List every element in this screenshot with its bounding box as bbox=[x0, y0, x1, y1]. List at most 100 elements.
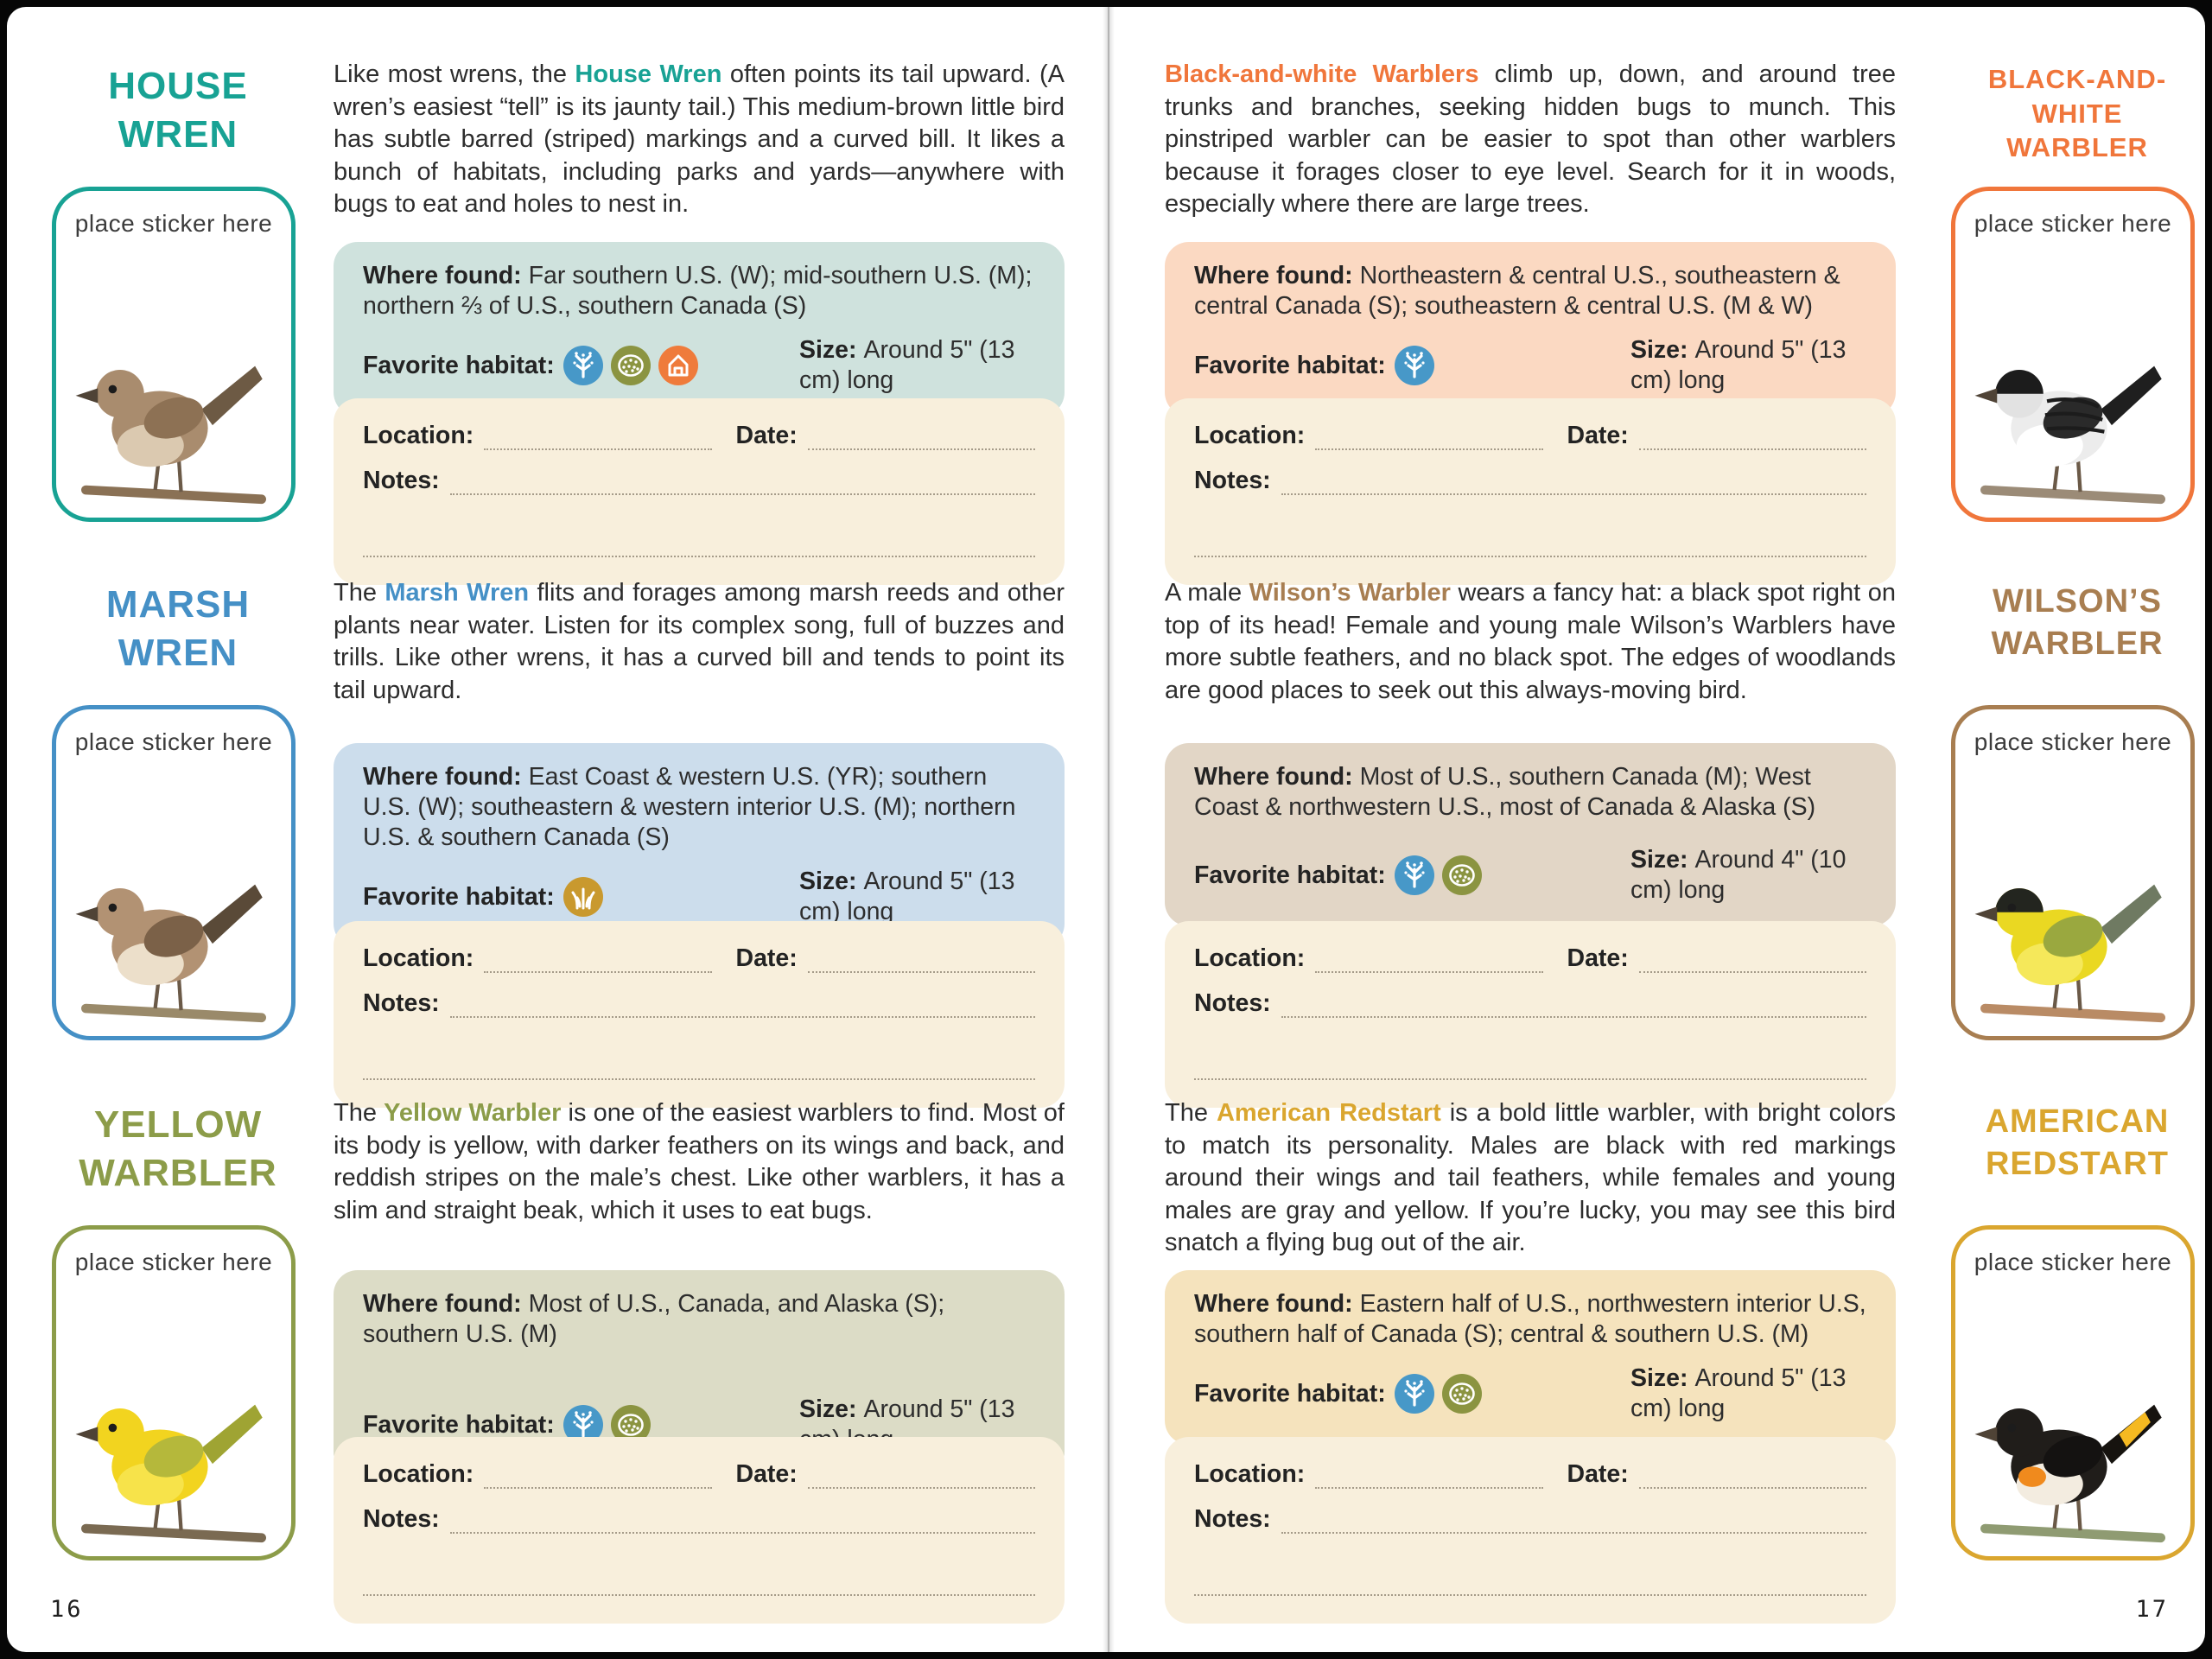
black-and-white-warbler-photo bbox=[1967, 331, 2178, 516]
notes-writein-line[interactable] bbox=[449, 988, 1035, 1018]
notes-label: Notes: bbox=[363, 989, 440, 1017]
log-box: Location: Date: Notes: bbox=[334, 921, 1065, 1108]
sticker-box-black-and-white-warbler[interactable]: place sticker here bbox=[1951, 187, 2195, 522]
where-found: Where found: East Coast & western U.S. (Y… bbox=[363, 763, 1016, 851]
deciduous-tree-habitat-icon bbox=[1395, 855, 1434, 895]
date-label: Date: bbox=[735, 944, 798, 972]
species-description: The American Redstart is a bold little w… bbox=[1165, 1099, 1897, 1256]
sticker-box-wilsons-warbler[interactable]: place sticker here bbox=[1951, 705, 2195, 1040]
date-writein-line[interactable] bbox=[807, 944, 1036, 973]
section-yellow-warbler: YELLOW WARBLER place sticker here The Ye… bbox=[7, 1097, 1099, 1624]
where-found: Where found: Northeastern & central U.S.,… bbox=[1194, 262, 1840, 320]
sticker-placeholder-label: place sticker here bbox=[74, 728, 273, 755]
species-name-highlight: Yellow Warbler bbox=[384, 1099, 562, 1127]
species-title-american-redstart: AMERICAN REDSTART bbox=[1985, 1103, 2170, 1182]
info-box: Where found: Eastern half of U.S., northw… bbox=[1165, 1270, 1896, 1445]
favorite-habitat: Favorite habitat: bbox=[363, 346, 799, 385]
location-writein-line[interactable] bbox=[484, 1459, 712, 1489]
notes-writein-line[interactable] bbox=[1281, 1504, 1866, 1534]
book-fold-gutter bbox=[1103, 7, 1115, 1652]
date-label: Date: bbox=[735, 422, 798, 449]
log-box: Location: Date: Notes: bbox=[334, 1437, 1065, 1624]
sticker-placeholder-label: place sticker here bbox=[1974, 728, 2172, 755]
size-info: Size:Around 5" (13 cm) long bbox=[1630, 336, 1847, 394]
favorite-habitat: Favorite habitat: bbox=[363, 877, 799, 917]
yellow-warbler-photo bbox=[68, 1370, 279, 1554]
marsh-wren-photo bbox=[68, 849, 279, 1034]
species-name-highlight: Marsh Wren bbox=[385, 579, 530, 607]
date-label: Date: bbox=[1567, 422, 1629, 449]
page-left: HOUSE WREN place sticker here Like most … bbox=[7, 7, 1099, 1652]
favorite-habitat: Favorite habitat: bbox=[1194, 1374, 1630, 1414]
favorite-habitat: Favorite habitat: bbox=[1194, 855, 1630, 895]
location-writein-line[interactable] bbox=[1315, 944, 1543, 973]
favorite-habitat: Favorite habitat: bbox=[1194, 346, 1630, 385]
notes-writein-line[interactable] bbox=[1281, 466, 1866, 495]
house-habitat-icon bbox=[658, 346, 698, 385]
date-label: Date: bbox=[1567, 944, 1629, 972]
notes-label: Notes: bbox=[1194, 989, 1271, 1017]
notes-writein-line-2[interactable] bbox=[1194, 1567, 1866, 1596]
page-number-left: 16 bbox=[50, 1596, 84, 1623]
date-writein-line[interactable] bbox=[807, 421, 1036, 450]
species-title-house-wren: HOUSE WREN bbox=[108, 65, 248, 156]
log-box: Location: Date: Notes: bbox=[1165, 398, 1896, 585]
notes-writein-line-2[interactable] bbox=[1194, 1051, 1866, 1080]
size-info: Size: Around 4" (10 cm) long bbox=[1630, 846, 1847, 904]
date-writein-line[interactable] bbox=[1638, 1459, 1867, 1489]
notes-writein-line[interactable] bbox=[1281, 988, 1866, 1018]
deciduous-tree-habitat-icon bbox=[1395, 346, 1434, 385]
date-label: Date: bbox=[1567, 1460, 1629, 1488]
location-label: Location: bbox=[363, 422, 474, 449]
sticker-box-american-redstart[interactable]: place sticker here bbox=[1951, 1225, 2195, 1560]
location-label: Location: bbox=[363, 944, 474, 972]
species-name-highlight: House Wren bbox=[575, 60, 722, 88]
where-found: Where found: Far southern U.S. (W); mid-s… bbox=[363, 262, 1033, 320]
log-box: Location: Date: Notes: bbox=[334, 398, 1065, 585]
species-description: A male Wilson’s Warbler wears a fancy ha… bbox=[1165, 579, 1897, 704]
location-label: Location: bbox=[1194, 944, 1306, 972]
notes-writein-line-2[interactable] bbox=[1194, 528, 1866, 557]
notes-writein-line-2[interactable] bbox=[363, 528, 1035, 557]
size-info: Size:Around 5" (13 cm) long bbox=[799, 336, 1015, 394]
notes-writein-line[interactable] bbox=[449, 1504, 1035, 1534]
sticker-box-yellow-warbler[interactable]: place sticker here bbox=[52, 1225, 296, 1560]
date-writein-line[interactable] bbox=[1638, 944, 1867, 973]
sticker-box-house-wren[interactable]: place sticker here bbox=[52, 187, 296, 522]
favorite-habitat: Favorite habitat: bbox=[363, 1405, 799, 1445]
notes-writein-line-2[interactable] bbox=[363, 1051, 1035, 1080]
location-writein-line[interactable] bbox=[484, 944, 712, 973]
section-wilsons-warbler: WILSON’S WARBLER place sticker here A ma… bbox=[1120, 577, 2205, 1108]
species-title-wilsons-warbler: WILSON’S WARBLER bbox=[1991, 583, 2164, 662]
deciduous-tree-habitat-icon bbox=[1395, 1374, 1434, 1414]
location-writein-line[interactable] bbox=[484, 421, 712, 450]
location-writein-line[interactable] bbox=[1315, 421, 1543, 450]
date-writein-line[interactable] bbox=[1638, 421, 1867, 450]
where-found: Where found: Eastern half of U.S., northw… bbox=[1194, 1290, 1866, 1348]
shrub-habitat-icon bbox=[1442, 855, 1482, 895]
species-description: The Marsh Wren flits and forages among m… bbox=[334, 579, 1065, 704]
notes-label: Notes: bbox=[363, 1505, 440, 1533]
marsh-habitat-icon bbox=[563, 877, 603, 917]
sticker-placeholder-label: place sticker here bbox=[74, 210, 273, 237]
page-number-right: 17 bbox=[2135, 1596, 2169, 1623]
size-info: Size:Around 5" (13 cm) long bbox=[799, 868, 1015, 925]
notes-writein-line-2[interactable] bbox=[363, 1567, 1035, 1596]
species-description: Like most wrens, the House Wren often po… bbox=[334, 60, 1065, 218]
where-found: Where found: Most of U.S., southern Canad… bbox=[1194, 763, 1816, 821]
notes-label: Notes: bbox=[1194, 1505, 1271, 1533]
sticker-placeholder-label: place sticker here bbox=[74, 1249, 273, 1275]
info-box: Where found: Far southern U.S. (W); mid-s… bbox=[334, 242, 1065, 416]
species-description: The Yellow Warbler is one of the easiest… bbox=[334, 1099, 1065, 1224]
notes-label: Notes: bbox=[363, 467, 440, 494]
notes-writein-line[interactable] bbox=[449, 466, 1035, 495]
date-writein-line[interactable] bbox=[807, 1459, 1036, 1489]
location-writein-line[interactable] bbox=[1315, 1459, 1543, 1489]
american-redstart-photo bbox=[1967, 1370, 2178, 1554]
deciduous-tree-habitat-icon bbox=[563, 346, 603, 385]
where-found: Where found: Most of U.S., Canada, and Al… bbox=[363, 1290, 945, 1348]
log-box: Location: Date: Notes: bbox=[1165, 921, 1896, 1108]
sticker-box-marsh-wren[interactable]: place sticker here bbox=[52, 705, 296, 1040]
location-label: Location: bbox=[1194, 422, 1306, 449]
